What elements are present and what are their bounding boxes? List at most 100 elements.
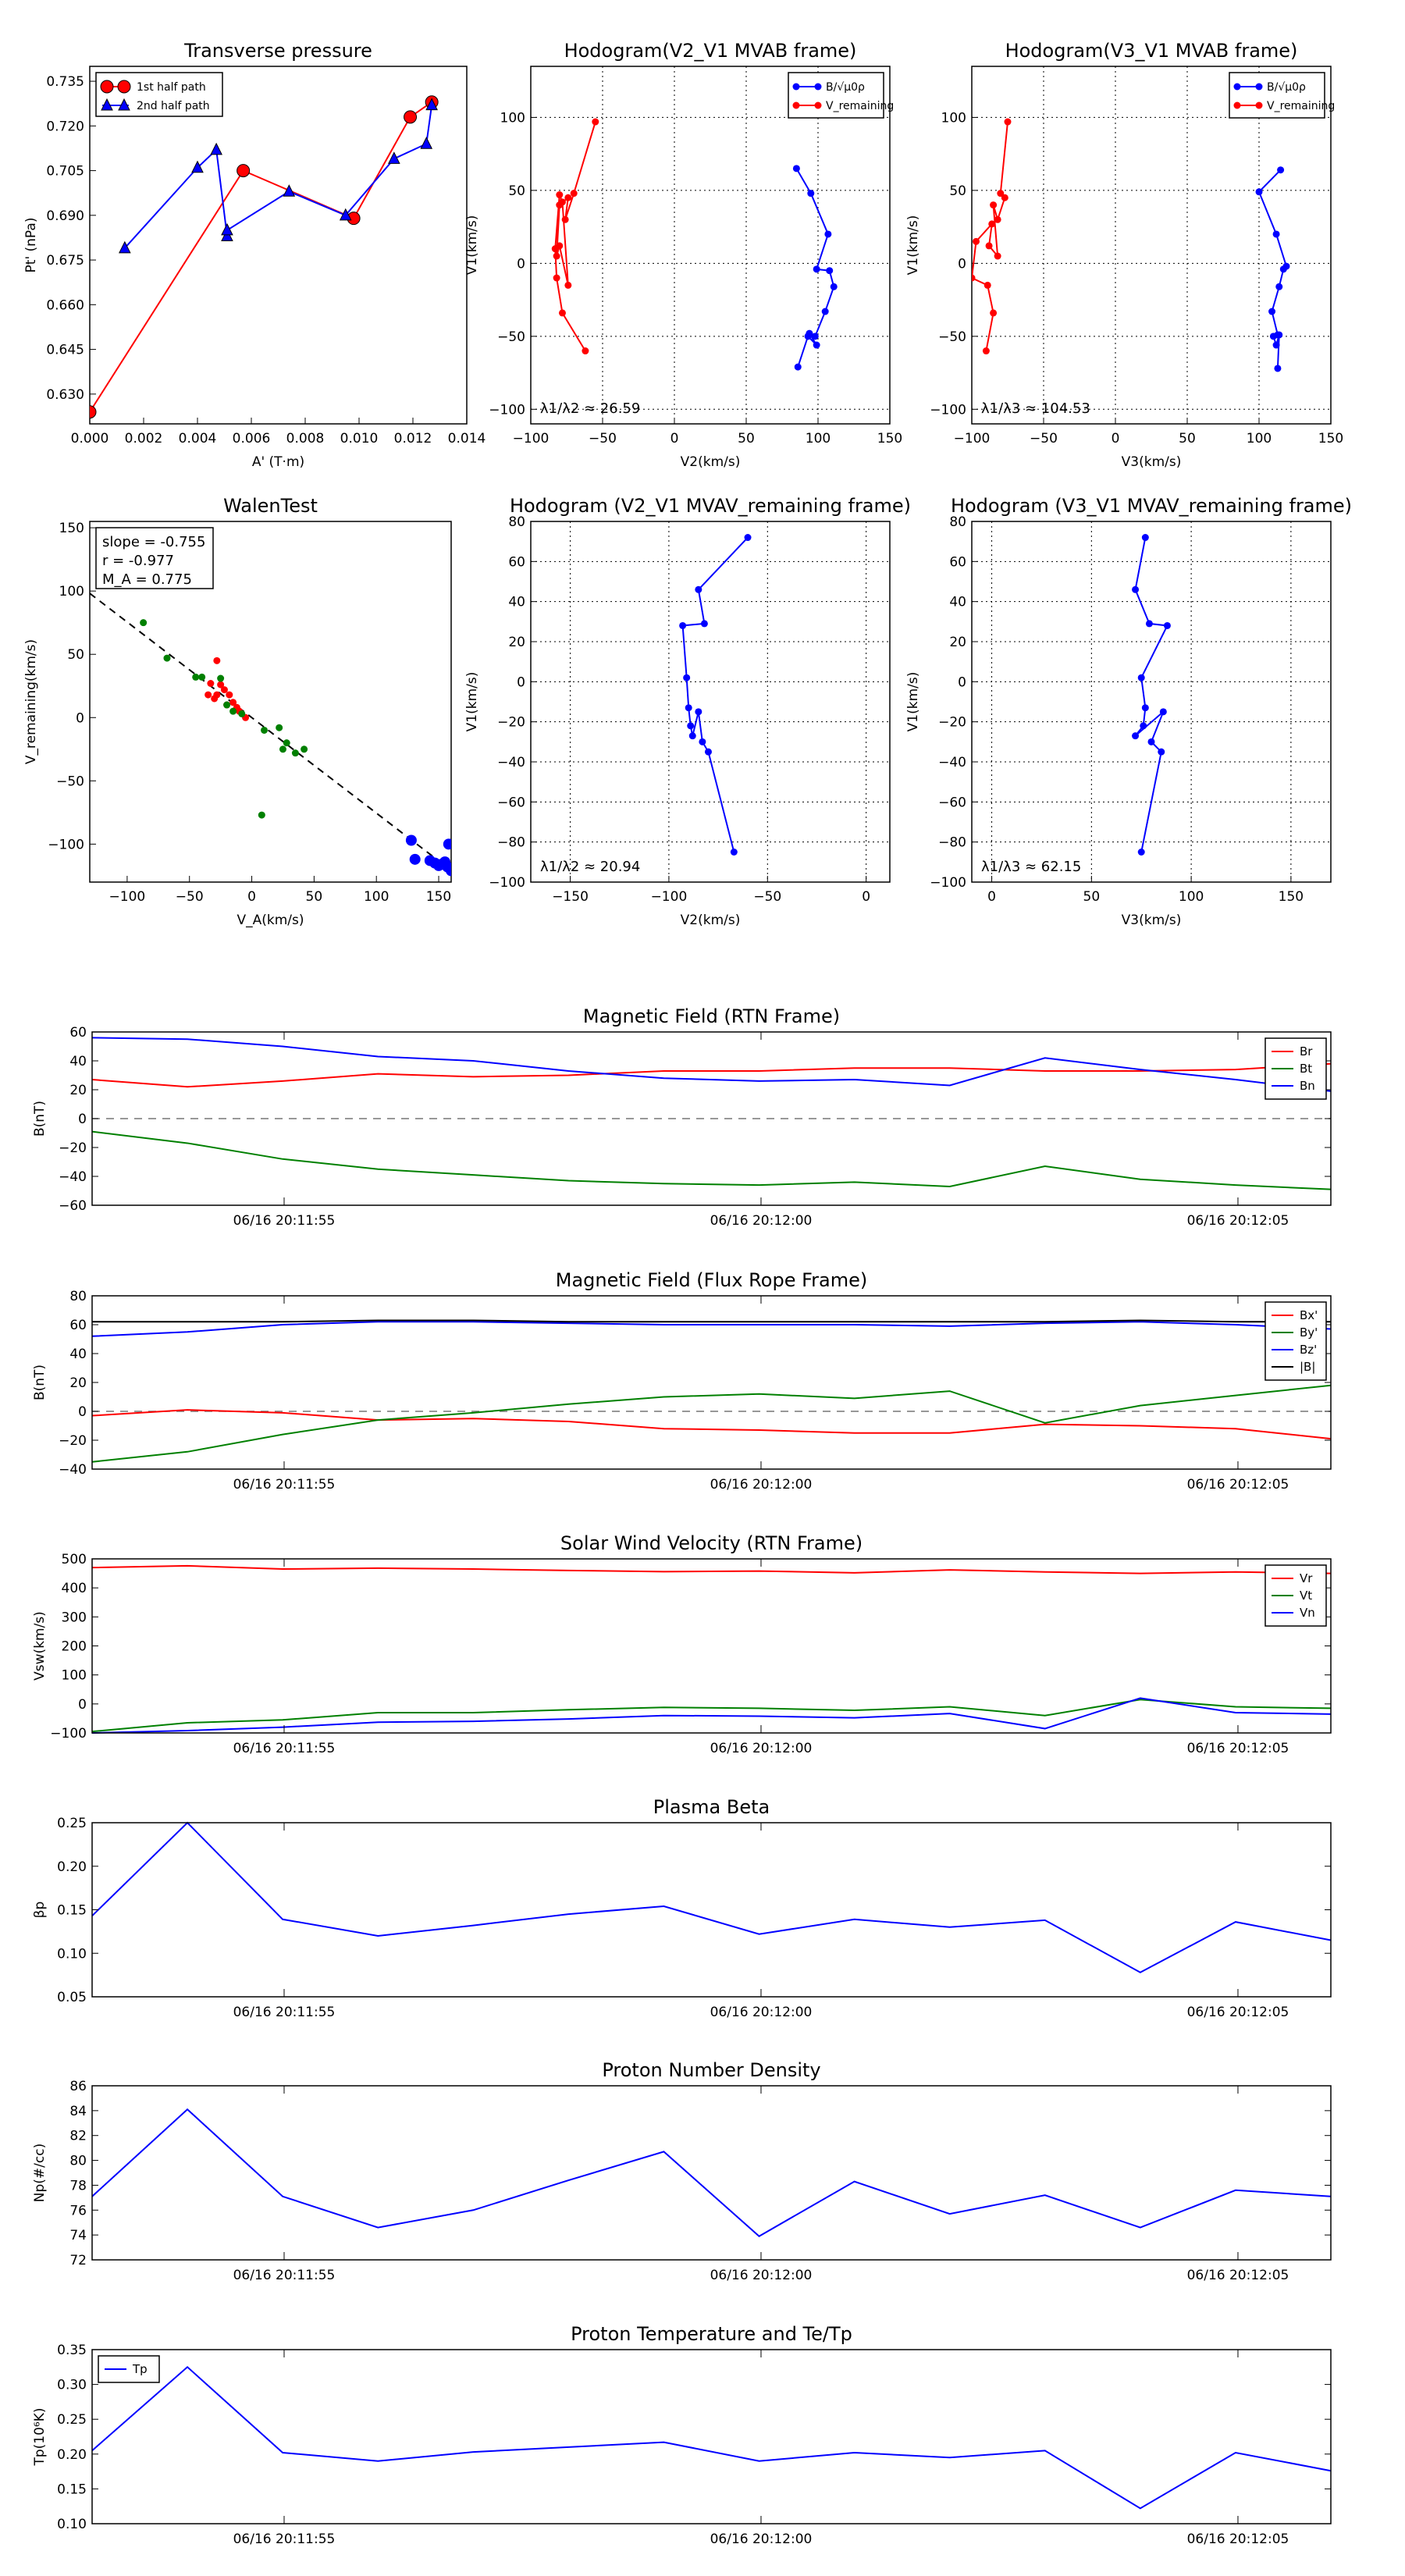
x-tick-label: 0 [247, 889, 256, 905]
x-tick-label: 0 [987, 889, 996, 905]
data-point [570, 190, 578, 197]
y-tick-label: 20 [949, 635, 966, 650]
data-point [205, 691, 212, 699]
hodogram-v3-mvab-chart: Hodogram(V3_V1 MVAB frame) −100 −50 0 50 100 1… [905, 40, 1343, 470]
y-tick-label: 0.735 [46, 74, 84, 90]
data-point [551, 245, 559, 253]
chart-title: Hodogram (V2_V1 MVAV_remaining frame) [510, 495, 911, 517]
x-axis-label: V2(km/s) [681, 454, 741, 470]
data-point [792, 165, 800, 173]
data-point [283, 184, 296, 197]
x-tick-label: −50 [753, 889, 781, 905]
legend-label: Bz' [1300, 1343, 1317, 1357]
data-point [814, 83, 822, 91]
series-line-By' [91, 1384, 1332, 1463]
data-point [100, 80, 114, 94]
data-point [804, 333, 812, 340]
data-point [1137, 849, 1145, 856]
series-line-red [90, 101, 432, 413]
chart-title: Solar Wind Velocity (RTN Frame) [560, 1532, 863, 1554]
data-point [210, 142, 222, 155]
data-point [1275, 283, 1283, 290]
data-point [699, 738, 706, 745]
data-point [826, 267, 834, 275]
data-point [685, 704, 692, 712]
y-tick-label: 72 [69, 2253, 87, 2268]
data-point [683, 674, 691, 681]
y-axis-label: V1(km/s) [464, 215, 480, 276]
x-axis-label: V3(km/s) [1122, 913, 1182, 928]
data-point [409, 853, 421, 865]
plot-frame [530, 521, 891, 883]
data-point [997, 190, 1005, 197]
data-point [198, 673, 206, 681]
data-point [1255, 83, 1263, 91]
x-tick-label: 0.004 [179, 431, 217, 447]
y-tick-label: −40 [59, 1462, 87, 1478]
legend-label: B/√μ0ρ [826, 81, 865, 94]
y-axis-label: Np(#/cc) [32, 2144, 48, 2202]
x-tick-label: 06/16 20:12:05 [1187, 2532, 1289, 2547]
y-axis-label: Vsw(km/s) [32, 1611, 48, 1681]
y-tick-label: −100 [930, 402, 966, 418]
y-tick-label: 0.20 [57, 1859, 87, 1875]
chart-title: Hodogram (V3_V1 MVAV_remaining frame) [951, 495, 1352, 517]
y-axis-label: V1(km/s) [464, 672, 480, 732]
y-tick-label: 0.630 [46, 387, 84, 403]
x-tick-label: −100 [954, 431, 991, 447]
data-point [792, 101, 800, 109]
data-point [237, 164, 251, 178]
data-point [990, 309, 998, 317]
data-point [1269, 333, 1277, 340]
y-tick-label: 100 [59, 584, 84, 600]
x-tick-label: 06/16 20:12:00 [710, 2532, 813, 2547]
data-point [1001, 194, 1008, 201]
data-point [994, 215, 1001, 223]
series-line-Vt [91, 1699, 1332, 1733]
x-tick-label: 0 [1112, 431, 1120, 447]
y-tick-label: 40 [949, 595, 966, 610]
x-tick-label: −150 [552, 889, 589, 905]
legend-label: V_remaining [826, 100, 894, 112]
data-point [118, 98, 130, 111]
series-group [140, 619, 451, 877]
x-tick-label: 150 [1318, 431, 1343, 447]
y-tick-label: 86 [69, 2079, 87, 2094]
data-point [1255, 188, 1263, 196]
y-tick-label: 0.660 [46, 297, 84, 313]
data-point [443, 838, 451, 850]
x-tick-label: 50 [1083, 889, 1101, 905]
legend-box [788, 72, 884, 119]
fit-line [89, 592, 452, 871]
y-tick-label: 80 [69, 1289, 87, 1304]
y-tick-label: 0 [78, 1697, 87, 1713]
x-tick-label: 06/16 20:11:55 [233, 2532, 336, 2547]
data-point [1268, 308, 1276, 315]
data-point [220, 686, 228, 694]
x-tick-label: −100 [651, 889, 688, 905]
data-point [982, 347, 990, 355]
transverse-pressure-chart: Transverse pressure 0.000 0.002 0.004 0.006 0… [23, 40, 486, 470]
legend-label: Br [1300, 1044, 1313, 1059]
x-tick-label: 50 [306, 889, 323, 905]
data-point [695, 708, 702, 716]
series-line-Bz' [91, 1321, 1332, 1337]
x-tick-label: −100 [109, 889, 146, 905]
y-tick-label: 60 [949, 554, 966, 570]
series-line-|B| [92, 1319, 1331, 1323]
data-point [679, 621, 687, 629]
data-point [564, 194, 572, 201]
y-tick-label: 50 [67, 647, 84, 663]
y-tick-label: 80 [508, 514, 525, 530]
legend-box [95, 72, 223, 117]
data-point [807, 190, 815, 197]
legend-box [1229, 72, 1325, 119]
x-axis-label: A' (T·m) [252, 454, 304, 470]
data-point [213, 656, 221, 664]
legend-label: Vn [1300, 1606, 1315, 1620]
y-tick-label: 20 [508, 635, 525, 650]
series-line-Tp [91, 2365, 1332, 2510]
x-tick-label: 50 [738, 431, 755, 447]
data-point [592, 118, 599, 126]
